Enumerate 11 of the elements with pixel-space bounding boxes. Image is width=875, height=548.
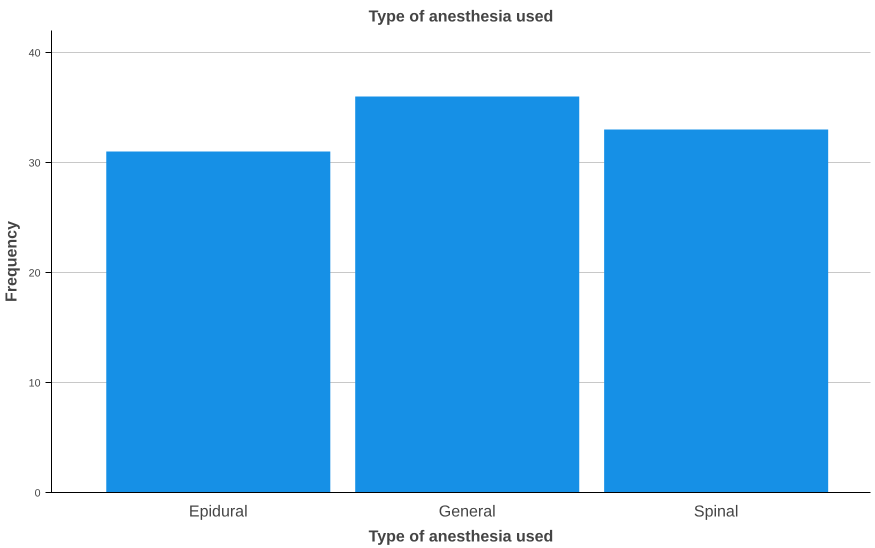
chart-title: Type of anesthesia used [368,8,554,26]
x-tick-label: General [438,504,496,520]
x-axis-title: Type of anesthesia used [368,528,554,546]
y-tick-label: 20 [28,268,41,280]
x-tick-label: Spinal [694,504,738,520]
y-tick-label: 30 [28,158,41,170]
y-tick-label: 40 [28,48,41,60]
x-tick-label: Epidural [188,504,248,520]
y-axis-title: Frequency [4,220,21,302]
y-tick-label: 0 [34,488,41,500]
y-tick-label: 10 [28,378,41,390]
